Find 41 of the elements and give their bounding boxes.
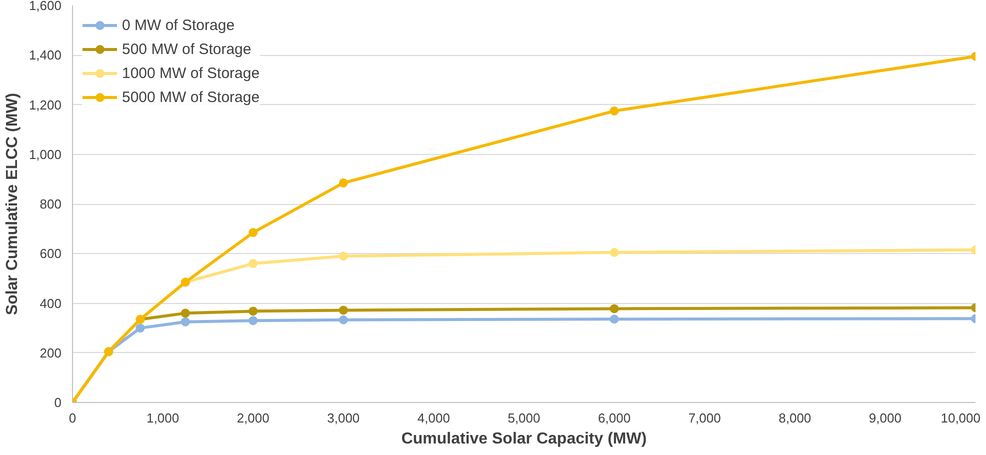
x-tick-label: 3,000 xyxy=(327,410,360,426)
y-axis-title: Solar Cumulative ELCC (MW) xyxy=(4,92,21,316)
x-tick-label: 0 xyxy=(68,410,76,426)
point xyxy=(610,106,619,116)
y-tick-label: 400 xyxy=(40,296,62,311)
point xyxy=(338,178,348,188)
y-tick-label: 800 xyxy=(40,196,62,212)
x-tick-label: 8,000 xyxy=(778,410,812,426)
x-tick-label: 6,000 xyxy=(598,410,631,426)
legend-label: 5000 MW of Storage xyxy=(122,88,260,106)
y-tick-label: 0 xyxy=(54,395,62,410)
x-axis-title: Cumulative Solar Capacity (MW) xyxy=(401,430,647,448)
point xyxy=(338,315,348,324)
x-tick-label: 10,000 xyxy=(940,410,981,426)
legend-label: 0 MW of Storage xyxy=(122,16,235,34)
point xyxy=(610,304,619,314)
x-tick-label: 4,000 xyxy=(417,410,450,426)
y-tick-label: 600 xyxy=(40,246,62,262)
y-tick-label: 1,000 xyxy=(28,146,62,162)
point xyxy=(248,316,258,326)
legend-label: 1000 MW of Storage xyxy=(122,64,260,82)
point xyxy=(248,228,258,238)
point xyxy=(338,252,348,261)
x-tick-label: 7,000 xyxy=(688,410,721,426)
y-tick-label: 200 xyxy=(40,345,62,360)
point xyxy=(610,248,619,257)
point xyxy=(248,306,258,316)
x-tick-label: 2,000 xyxy=(236,410,270,426)
point xyxy=(136,324,145,333)
y-tick-label: 1,400 xyxy=(28,48,62,63)
point xyxy=(610,314,619,324)
y-tick-label: 1,200 xyxy=(28,97,62,112)
y-tick-label: 1,600 xyxy=(28,0,62,13)
point xyxy=(338,306,348,315)
point xyxy=(180,308,190,318)
point xyxy=(180,317,190,326)
x-tick-label: 5,000 xyxy=(508,410,540,426)
x-tick-label: 1,000 xyxy=(146,410,180,426)
legend-label: 500 MW of Storage xyxy=(122,40,252,58)
point xyxy=(248,259,258,268)
x-tick-label: 9,000 xyxy=(868,410,902,426)
